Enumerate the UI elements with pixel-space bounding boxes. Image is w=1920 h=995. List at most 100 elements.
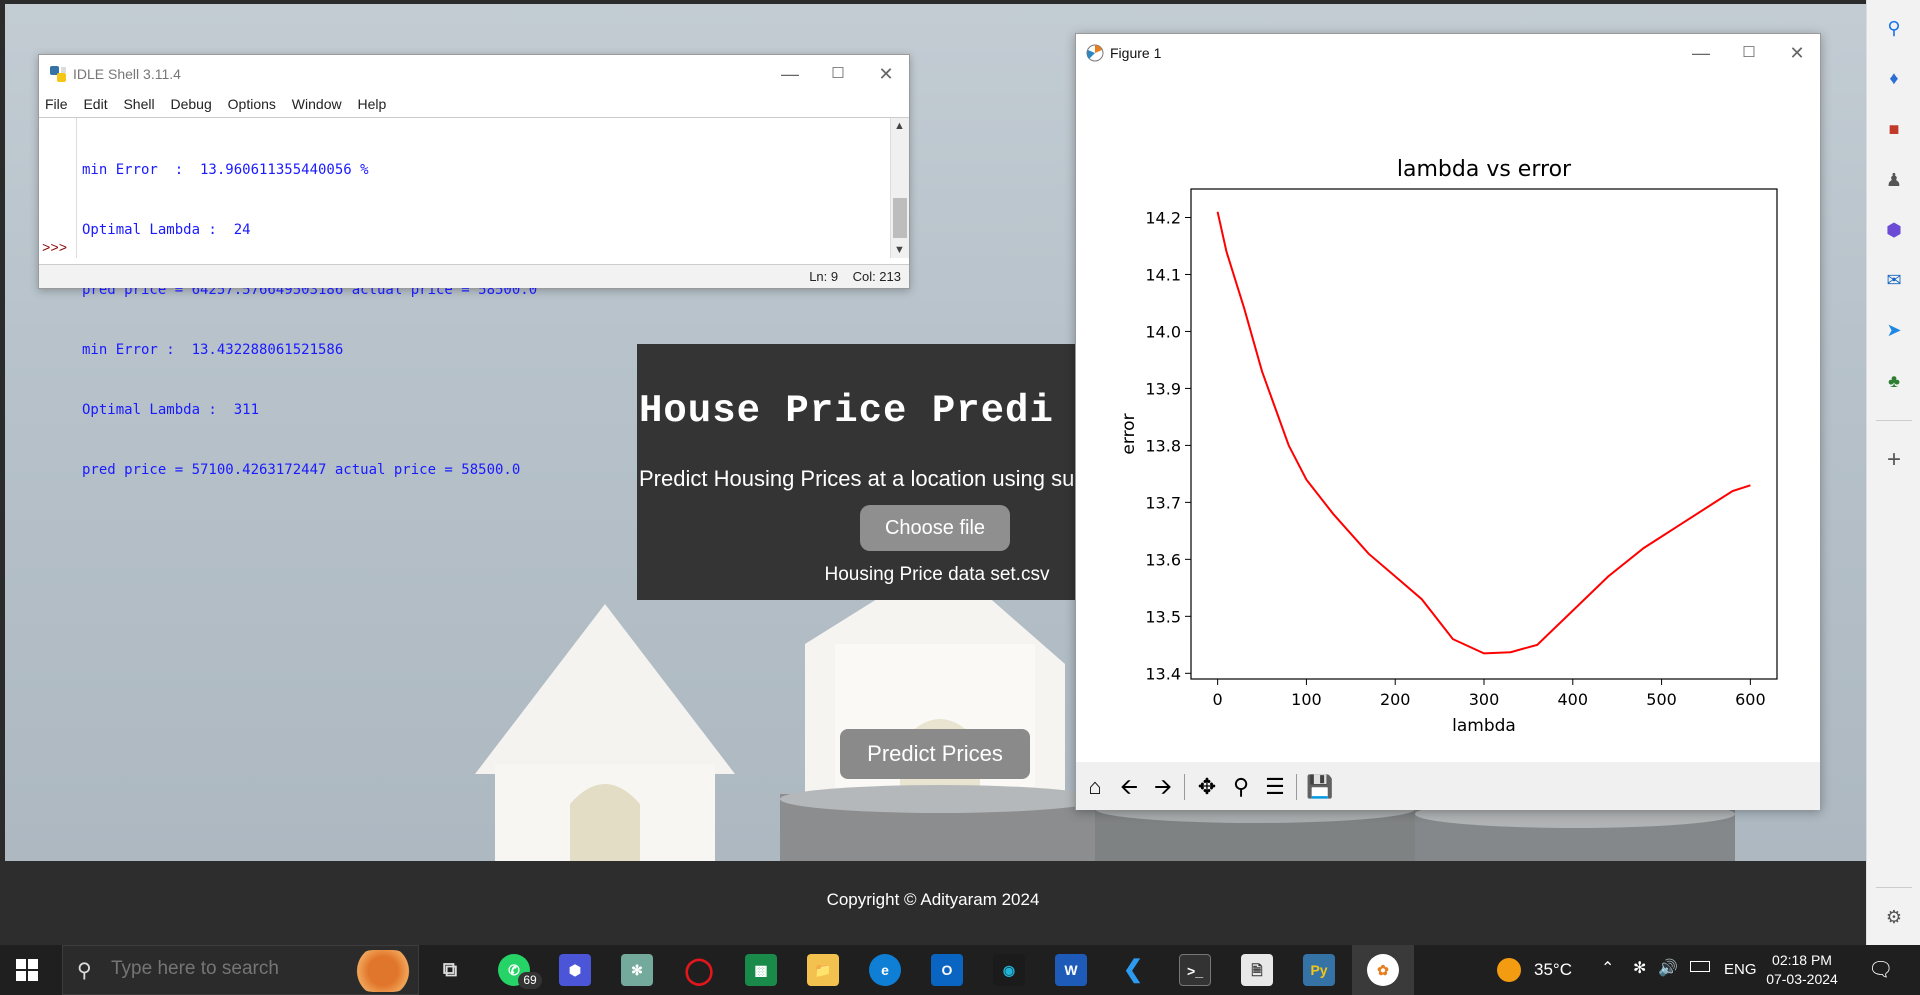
matplotlib-icon xyxy=(1086,44,1104,62)
outlook-icon[interactable]: ✉ xyxy=(1886,270,1902,290)
close-icon[interactable]: ✕ xyxy=(878,64,894,84)
idle-window-title: IDLE Shell 3.11.4 xyxy=(73,66,181,82)
zoom-icon[interactable]: ⚲ xyxy=(1232,774,1250,799)
wifi-icon[interactable]: ✻ xyxy=(1633,960,1647,977)
back-icon[interactable]: 🡨 xyxy=(1120,774,1138,799)
gear-icon[interactable]: ⚙ xyxy=(1885,907,1903,927)
menu-shell[interactable]: Shell xyxy=(123,96,155,112)
shell-output-area[interactable]: >>> min Error : 13.960611355440056 % Opt… xyxy=(39,117,909,478)
chevron-up-icon[interactable]: ⌃ xyxy=(1601,960,1615,977)
predict-prices-button[interactable]: Predict Prices xyxy=(840,729,1030,779)
maximize-icon[interactable]: ☐ xyxy=(831,65,845,82)
figure-toolbar: ⌂ 🡨 🡪 ✥ ⚲ ☰ 💾 xyxy=(1076,762,1820,810)
windows-start-icon[interactable] xyxy=(16,959,38,981)
forward-icon[interactable]: 🡪 xyxy=(1154,774,1172,799)
y-tick-label: 13.6 xyxy=(1145,550,1181,569)
weather-sun-icon[interactable] xyxy=(1497,958,1521,982)
shopping-tag-icon[interactable]: ♦ xyxy=(1889,68,1899,88)
status-column: Col: 213 xyxy=(852,269,901,284)
figure-window-title: Figure 1 xyxy=(1110,45,1162,61)
x-tick-label: 300 xyxy=(1469,690,1500,709)
clock[interactable]: 02:18 PM 07-03-2024 xyxy=(1762,951,1842,989)
vscode-icon[interactable]: ❮ xyxy=(1122,956,1144,983)
menu-debug[interactable]: Debug xyxy=(170,96,212,112)
y-tick-label: 13.4 xyxy=(1145,664,1181,683)
volume-icon[interactable]: 🔊 xyxy=(1658,960,1678,977)
y-tick-label: 13.9 xyxy=(1145,379,1181,398)
idle-titlebar[interactable]: IDLE Shell 3.11.4 — ☐ ✕ xyxy=(39,55,909,93)
x-axis-label: lambda xyxy=(1452,716,1516,736)
weather-temperature[interactable]: 35°C xyxy=(1534,960,1572,979)
browser-sidebar: ⚲ ♦ ■ ♟ ⬢ ✉ ➤ ♣ + ⚙ xyxy=(1866,0,1920,945)
photos-icon[interactable]: ▩ xyxy=(745,954,777,986)
line-chart[interactable]: lambda vs error 0 100 200 300 400 500 600 13.4… xyxy=(1076,72,1820,762)
x-tick-label: 500 xyxy=(1646,690,1677,709)
tree-icon[interactable]: ♣ xyxy=(1888,371,1900,391)
notification-icon[interactable]: 🗨 xyxy=(1868,959,1894,981)
battery-icon[interactable] xyxy=(1690,961,1710,972)
copyright-text: Copyright © Adityaram 2024 xyxy=(826,890,1040,909)
toolbar-separator xyxy=(1296,774,1297,800)
selected-file-name: Housing Price data set.csv xyxy=(824,564,1050,585)
maximize-icon[interactable]: ☐ xyxy=(1742,44,1756,61)
menu-options[interactable]: Options xyxy=(227,96,276,112)
matplotlib-icon[interactable]: ✿ xyxy=(1367,954,1399,986)
menu-window[interactable]: Window xyxy=(291,96,342,112)
save-icon[interactable]: 💾 xyxy=(1306,774,1334,799)
menu-edit[interactable]: Edit xyxy=(83,96,108,112)
word-icon[interactable]: W xyxy=(1055,954,1087,986)
copilot-icon[interactable]: ⬢ xyxy=(1886,220,1902,240)
menu-help[interactable]: Help xyxy=(357,96,387,112)
footer: Copyright © Adityaram 2024 xyxy=(0,861,1866,945)
scrollbar-thumb[interactable] xyxy=(893,198,907,238)
edge-icon[interactable]: e xyxy=(869,954,901,986)
app-icon[interactable]: ◉ xyxy=(993,954,1025,986)
file-explorer-icon[interactable]: 📁 xyxy=(807,954,839,986)
x-tick-label: 0 xyxy=(1213,690,1223,709)
y-tick-label: 14.2 xyxy=(1145,208,1181,227)
pan-icon[interactable]: ✥ xyxy=(1197,774,1217,799)
tools-briefcase-icon[interactable]: ■ xyxy=(1888,119,1900,139)
search-input[interactable] xyxy=(111,958,351,980)
configure-icon[interactable]: ☰ xyxy=(1265,774,1285,799)
figure-titlebar[interactable]: Figure 1 — ☐ ✕ xyxy=(1076,34,1820,72)
menu-file[interactable]: File xyxy=(45,96,68,112)
minimize-icon[interactable]: — xyxy=(1692,43,1710,63)
games-icon[interactable]: ♟ xyxy=(1885,170,1903,190)
windows-taskbar: ⚲ ⧉ ✆ 69 ⬢ ✻ ◯ ▩ 📁 e O ◉ W ❮ >_ 🗎 Py ✿ 3… xyxy=(0,945,1920,995)
copilot-icon[interactable]: ⬢ xyxy=(559,954,591,986)
search-icon[interactable]: ⚲ xyxy=(1887,18,1901,38)
clock-date: 07-03-2024 xyxy=(1766,971,1838,987)
taskbar-search[interactable]: ⚲ xyxy=(62,945,419,995)
toolbar-separator xyxy=(1184,774,1185,800)
send-icon[interactable]: ➤ xyxy=(1886,320,1902,340)
output-line: min Error : 13.960611355440056 % xyxy=(82,162,369,178)
language-indicator[interactable]: ENG xyxy=(1724,961,1757,978)
opera-icon[interactable]: ◯ xyxy=(684,955,714,985)
close-icon[interactable]: ✕ xyxy=(1789,43,1805,63)
idle-file-icon[interactable]: 🗎 xyxy=(1241,954,1273,986)
scroll-down-icon[interactable]: ▼ xyxy=(894,244,905,256)
shell-gutter: >>> xyxy=(39,118,77,258)
sidebar-divider xyxy=(1876,420,1912,421)
output-line: Optimal Lambda : 311 xyxy=(82,402,260,418)
choose-file-button[interactable]: Choose file xyxy=(860,505,1010,551)
add-icon[interactable]: + xyxy=(1886,446,1901,473)
outlook-icon[interactable]: O xyxy=(931,954,963,986)
home-icon[interactable]: ⌂ xyxy=(1088,774,1102,799)
idle-statusbar: Ln: 9 Col: 213 xyxy=(39,264,909,288)
task-view-icon[interactable]: ⧉ xyxy=(442,959,458,981)
python-icon[interactable]: Py xyxy=(1303,954,1335,986)
chatgpt-icon[interactable]: ✻ xyxy=(621,954,653,986)
scroll-up-icon[interactable]: ▲ xyxy=(894,120,905,132)
vertical-scrollbar[interactable]: ▲ ▼ xyxy=(890,118,909,258)
output-line: Optimal Lambda : 24 xyxy=(82,222,251,238)
y-tick-label: 13.5 xyxy=(1145,607,1181,626)
terminal-icon[interactable]: >_ xyxy=(1179,954,1211,986)
page-title: House Price Predi xyxy=(639,389,1054,433)
minimize-icon[interactable]: — xyxy=(781,64,799,84)
idle-menubar: File Edit Shell Debug Options Window Hel… xyxy=(39,93,909,115)
search-highlight-icon[interactable] xyxy=(353,950,413,992)
status-line: Ln: 9 xyxy=(809,269,839,284)
output-line: pred price = 57100.4263172447 actual pri… xyxy=(82,462,521,478)
